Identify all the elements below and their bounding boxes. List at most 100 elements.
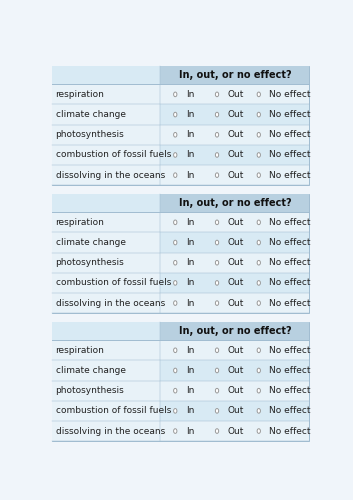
FancyBboxPatch shape [52, 194, 310, 313]
Text: No effect: No effect [269, 258, 311, 267]
Circle shape [174, 280, 177, 285]
FancyBboxPatch shape [52, 322, 310, 441]
Text: combustion of fossil fuels: combustion of fossil fuels [56, 150, 171, 160]
Text: Out: Out [227, 278, 244, 287]
Circle shape [257, 280, 261, 285]
Circle shape [174, 173, 177, 178]
Text: No effect: No effect [269, 406, 311, 416]
Text: In: In [186, 258, 194, 267]
Text: dissolving in the oceans: dissolving in the oceans [56, 298, 165, 308]
Text: In: In [186, 150, 194, 160]
Circle shape [174, 301, 177, 306]
FancyBboxPatch shape [160, 293, 310, 313]
Text: In, out, or no effect?: In, out, or no effect? [179, 198, 291, 208]
Text: Out: Out [227, 426, 244, 436]
Circle shape [257, 368, 261, 373]
Text: Out: Out [227, 110, 244, 119]
Text: In: In [186, 238, 194, 247]
Text: Out: Out [227, 298, 244, 308]
Circle shape [174, 132, 177, 137]
Circle shape [174, 112, 177, 117]
Text: In, out, or no effect?: In, out, or no effect? [179, 326, 291, 336]
Text: No effect: No effect [269, 90, 311, 99]
Circle shape [174, 260, 177, 265]
FancyBboxPatch shape [160, 66, 310, 84]
Text: photosynthesis: photosynthesis [56, 258, 124, 267]
Text: In, out, or no effect?: In, out, or no effect? [179, 70, 291, 80]
Text: Out: Out [227, 130, 244, 140]
Text: photosynthesis: photosynthesis [56, 386, 124, 395]
Text: dissolving in the oceans: dissolving in the oceans [56, 170, 165, 179]
Text: In: In [186, 278, 194, 287]
Circle shape [215, 173, 219, 178]
FancyBboxPatch shape [52, 273, 160, 293]
FancyBboxPatch shape [160, 322, 310, 340]
Text: In: In [186, 218, 194, 227]
Text: No effect: No effect [269, 218, 311, 227]
FancyBboxPatch shape [52, 145, 160, 165]
Text: combustion of fossil fuels: combustion of fossil fuels [56, 406, 171, 416]
Text: respiration: respiration [56, 346, 104, 355]
FancyBboxPatch shape [52, 104, 160, 124]
FancyBboxPatch shape [52, 194, 160, 212]
Circle shape [257, 220, 261, 224]
FancyBboxPatch shape [160, 232, 310, 252]
Text: Out: Out [227, 90, 244, 99]
Circle shape [215, 348, 219, 352]
Text: No effect: No effect [269, 238, 311, 247]
FancyBboxPatch shape [52, 401, 160, 421]
FancyBboxPatch shape [52, 252, 160, 273]
Circle shape [215, 388, 219, 393]
FancyBboxPatch shape [52, 360, 160, 380]
Circle shape [257, 388, 261, 393]
Circle shape [257, 428, 261, 434]
Text: In: In [186, 170, 194, 179]
FancyBboxPatch shape [52, 84, 160, 104]
Text: Out: Out [227, 346, 244, 355]
Text: In: In [186, 110, 194, 119]
FancyBboxPatch shape [160, 401, 310, 421]
Circle shape [257, 240, 261, 245]
Circle shape [174, 388, 177, 393]
Text: photosynthesis: photosynthesis [56, 130, 124, 140]
Circle shape [174, 240, 177, 245]
Circle shape [215, 152, 219, 158]
FancyBboxPatch shape [160, 194, 310, 212]
Text: No effect: No effect [269, 426, 311, 436]
Text: Out: Out [227, 386, 244, 395]
Text: Out: Out [227, 366, 244, 375]
Text: No effect: No effect [269, 278, 311, 287]
Circle shape [174, 428, 177, 434]
Text: combustion of fossil fuels: combustion of fossil fuels [56, 278, 171, 287]
Text: In: In [186, 346, 194, 355]
Circle shape [257, 112, 261, 117]
Text: In: In [186, 366, 194, 375]
FancyBboxPatch shape [160, 380, 310, 401]
Text: respiration: respiration [56, 90, 104, 99]
FancyBboxPatch shape [160, 104, 310, 124]
Circle shape [174, 368, 177, 373]
Text: No effect: No effect [269, 130, 311, 140]
Text: No effect: No effect [269, 366, 311, 375]
Circle shape [257, 348, 261, 352]
FancyBboxPatch shape [160, 252, 310, 273]
FancyBboxPatch shape [52, 421, 160, 441]
Circle shape [257, 173, 261, 178]
Circle shape [215, 112, 219, 117]
Circle shape [215, 92, 219, 96]
FancyBboxPatch shape [160, 165, 310, 186]
Circle shape [215, 132, 219, 137]
FancyBboxPatch shape [160, 124, 310, 145]
Circle shape [215, 280, 219, 285]
Text: In: In [186, 130, 194, 140]
FancyBboxPatch shape [52, 293, 160, 313]
Circle shape [257, 92, 261, 96]
Text: No effect: No effect [269, 298, 311, 308]
Text: Out: Out [227, 150, 244, 160]
Text: climate change: climate change [56, 110, 126, 119]
FancyBboxPatch shape [52, 232, 160, 252]
Circle shape [257, 132, 261, 137]
Circle shape [174, 152, 177, 158]
FancyBboxPatch shape [160, 273, 310, 293]
FancyBboxPatch shape [160, 84, 310, 104]
